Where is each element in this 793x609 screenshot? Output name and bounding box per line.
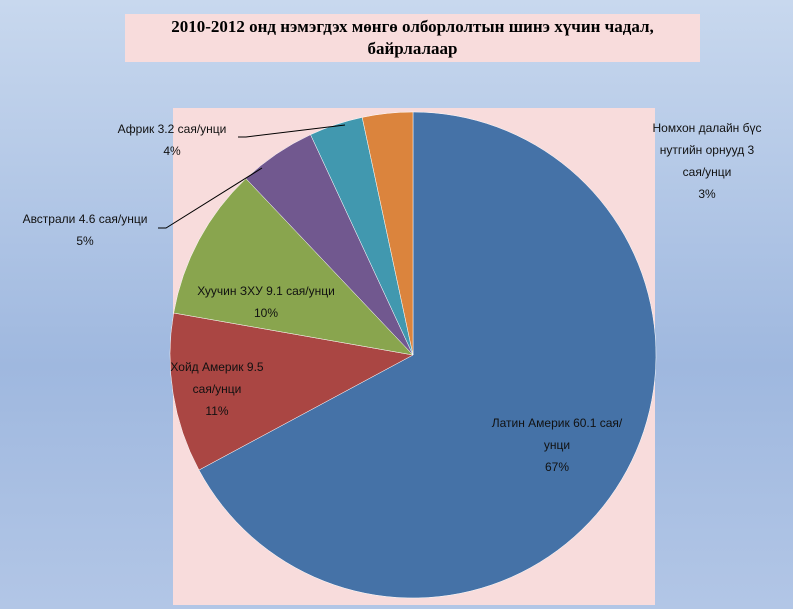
percent-label: 3%	[698, 187, 716, 201]
data-label: Австрали 4.6 сая/унци 5%	[5, 208, 165, 252]
value-label: 9.1 сая/унци	[266, 284, 335, 298]
percent-label: 5%	[76, 234, 94, 248]
value-label: 60.1 сая/унци	[543, 416, 623, 452]
data-label: Номхон далайн бүс нутгийн орнууд 3 сая/у…	[647, 117, 767, 205]
percent-label: 11%	[205, 404, 229, 418]
percent-label: 10%	[253, 306, 279, 320]
value-label: 4.6 сая/унци	[78, 212, 148, 226]
category-name: Австрали	[22, 212, 76, 226]
data-label: Хойд Америк 9.5 сая/унци 11%	[167, 356, 267, 422]
value-label: 3.2 сая/унци	[157, 122, 227, 136]
value-label: 9.5 сая/унци	[192, 360, 264, 396]
pie-slice	[173, 178, 414, 356]
pie-slice	[198, 111, 657, 599]
percent-label: 4%	[163, 144, 181, 158]
data-label: Латин Америк 60.1 сая/унци 67%	[487, 412, 627, 478]
percent-label: 67%	[544, 460, 570, 474]
category-name: Хойд Америк	[170, 360, 244, 374]
category-name: Хуучин ЗХУ	[197, 284, 263, 298]
data-label: Хуучин ЗХУ 9.1 сая/унци 10%	[176, 280, 356, 324]
pie-slice	[361, 111, 414, 356]
data-label: Африк 3.2 сая/унци 4%	[92, 118, 252, 162]
chart-title: 2010-2012 онд нэмэгдэх мөнгө олборлолтын…	[125, 14, 700, 62]
value-label: 3 сая/унци	[682, 143, 755, 179]
category-name: Латин Америк	[491, 416, 570, 430]
pie-slice	[169, 312, 414, 471]
leader-line	[158, 167, 263, 229]
leader-line	[238, 124, 346, 138]
category-name: Африк	[117, 122, 155, 136]
category-name: Номхон далайн бүс нутгийн орнууд	[652, 121, 762, 157]
